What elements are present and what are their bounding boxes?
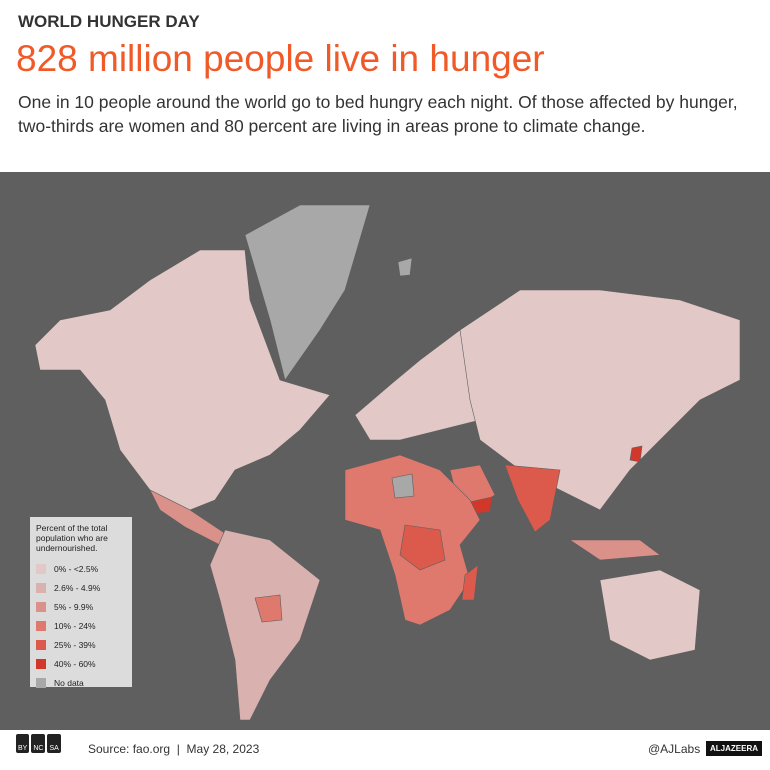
legend-swatch	[36, 601, 46, 612]
legend-label: 10% - 24%	[54, 620, 96, 631]
source-line: Source: fao.org | May 28, 2023	[88, 742, 259, 756]
legend-swatch	[36, 620, 46, 631]
legend-label: 2.6% - 4.9%	[54, 582, 101, 593]
asia	[459, 289, 741, 511]
legend-label: 40% - 60%	[54, 658, 96, 669]
svalbard	[397, 257, 413, 277]
legend-item: 25% - 39%	[36, 635, 126, 654]
legend-swatch	[36, 563, 46, 574]
southeast-asia	[569, 539, 661, 561]
legend-label: 25% - 39%	[54, 639, 96, 650]
north-america	[34, 249, 331, 511]
bolivia	[254, 594, 283, 623]
legend-swatch	[36, 677, 46, 688]
license-badge: NC	[31, 734, 46, 753]
legend-label: 0% - <2.5%	[54, 563, 99, 574]
legend-item: 10% - 24%	[36, 616, 126, 635]
legend: Percent of the total population who are …	[30, 517, 132, 688]
north-korea	[629, 445, 643, 463]
south-america	[209, 529, 321, 721]
legend-item: No data	[36, 673, 126, 692]
legend-title: Percent of the total population who are …	[36, 523, 108, 553]
separator: |	[176, 742, 180, 756]
footer: BY NC SA Source: fao.org | May 28, 2023 @A…	[0, 730, 770, 770]
date: May 28, 2023	[186, 742, 260, 756]
madagascar	[461, 564, 479, 601]
logo: ALJAZEERA	[706, 741, 763, 756]
legend-item: 40% - 60%	[36, 654, 126, 673]
title: 828 million people live in hunger	[16, 38, 545, 79]
license-badge: BY	[16, 734, 30, 753]
legend-label: No data	[54, 677, 84, 688]
legend-item: 0% - <2.5%	[36, 559, 126, 578]
legend-item: 2.6% - 4.9%	[36, 578, 126, 597]
legend-swatch	[36, 658, 46, 669]
sahara-nodata	[391, 473, 415, 499]
credit: @AJLabs	[648, 742, 701, 756]
legend-label: 5% - 9.9%	[54, 601, 94, 612]
source: Source: fao.org	[88, 742, 171, 756]
greenland	[244, 204, 371, 381]
australia	[599, 569, 701, 661]
legend-swatch	[36, 639, 46, 650]
legend-item: 5% - 9.9%	[36, 597, 126, 616]
license-badge: SA	[47, 734, 61, 753]
central-africa	[399, 524, 446, 571]
license: BY NC SA	[16, 734, 61, 753]
legend-swatch	[36, 582, 46, 593]
kicker: WORLD HUNGER DAY	[18, 12, 200, 31]
subtitle: One in 10 people around the world go to …	[18, 92, 738, 136]
south-asia	[504, 464, 561, 533]
